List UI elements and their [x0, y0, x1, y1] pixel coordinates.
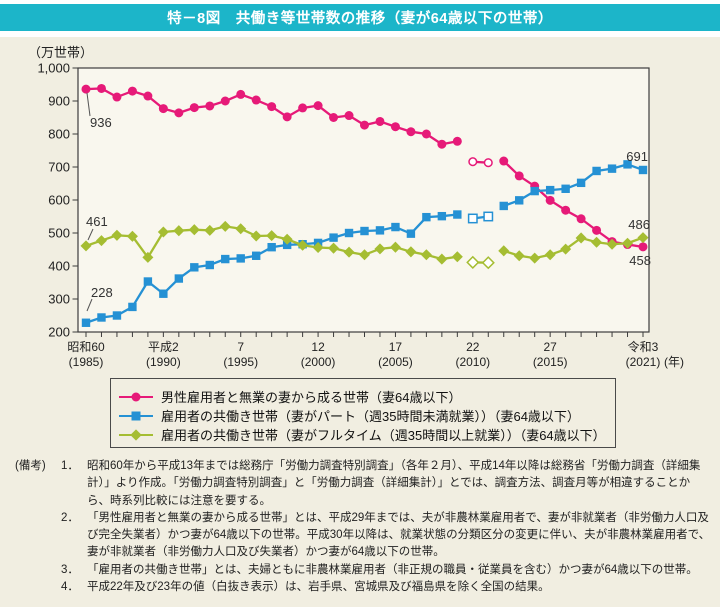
svg-text:(1990): (1990) [146, 355, 181, 369]
note-text: 「雇用者の共働き世帯」とは、夫婦ともに非農林業雇用者（非正規の職員・従業員を含む… [87, 563, 698, 576]
svg-text:(年): (年) [664, 355, 684, 369]
chart-legend: 男性雇用者と無業の妻から成る世帯（妻64歳以下） 雇用者の共働き世帯（妻がパート… [110, 378, 616, 448]
note-row: 4． 平成22年及び23年の値（白抜き表示）は、岩手県、宮城県及び福島県を除く全… [15, 579, 713, 596]
svg-text:200: 200 [48, 325, 70, 340]
legend-diamond-marker-icon [119, 428, 153, 442]
note-number: 2． [61, 511, 79, 524]
svg-text:458: 458 [629, 253, 651, 268]
svg-text:600: 600 [48, 193, 70, 208]
svg-text:(1985): (1985) [69, 355, 104, 369]
legend-square-marker-icon [119, 409, 153, 423]
legend-item: 雇用者の共働き世帯（妻がパート（週35時間未満就業））（妻64歳以下） [119, 406, 615, 425]
legend-circle-marker-icon [119, 390, 153, 404]
svg-text:(2005): (2005) [378, 355, 413, 369]
svg-text:(2021): (2021) [626, 355, 661, 369]
svg-text:12: 12 [311, 340, 325, 354]
svg-text:27: 27 [543, 340, 557, 354]
note-number: 3． [61, 563, 79, 576]
svg-text:(1995): (1995) [223, 355, 258, 369]
figure-title: 特－8図 共働き等世帯数の推移（妻が64歳以下の世帯） [167, 11, 553, 27]
svg-text:平成2: 平成2 [148, 340, 179, 354]
legend-item: 雇用者の共働き世帯（妻がフルタイム（週35時間以上就業））（妻64歳以下） [119, 425, 615, 444]
svg-text:461: 461 [86, 214, 108, 229]
svg-text:228: 228 [91, 285, 113, 300]
legend-item: 男性雇用者と無業の妻から成る世帯（妻64歳以下） [119, 387, 615, 406]
note-row: 3． 「雇用者の共働き世帯」とは、夫婦ともに非農林業雇用者（非正規の職員・従業員… [15, 562, 713, 579]
svg-text:800: 800 [48, 127, 70, 142]
legend-label: 雇用者の共働き世帯（妻がパート（週35時間未満就業））（妻64歳以下） [161, 409, 580, 424]
legend-label: 雇用者の共働き世帯（妻がフルタイム（週35時間以上就業））（妻64歳以下） [161, 428, 606, 443]
note-row: 2． 「男性雇用者と無業の妻から成る世帯」とは、平成29年までは、夫が非農林業雇… [15, 510, 713, 562]
svg-text:22: 22 [466, 340, 480, 354]
note-text: 「男性雇用者と無業の妻から成る世帯」とは、平成29年までは、夫が非農林業雇用者で… [87, 511, 711, 559]
note-row: (備考) 1． 昭和60年から平成13年までは総務庁「労働力調査特別調査」（各年… [15, 458, 713, 510]
svg-text:7: 7 [237, 340, 244, 354]
svg-text:691: 691 [626, 149, 648, 164]
note-number: 1． [61, 460, 79, 472]
note-number: 4． [61, 580, 79, 593]
svg-text:300: 300 [48, 292, 70, 307]
svg-text:486: 486 [628, 217, 650, 232]
legend-label: 男性雇用者と無業の妻から成る世帯（妻64歳以下） [161, 390, 462, 405]
svg-text:(2015): (2015) [533, 355, 568, 369]
notes-section: (備考) 1． 昭和60年から平成13年までは総務庁「労働力調査特別調査」（各年… [15, 458, 713, 596]
svg-text:令和3: 令和3 [628, 339, 659, 354]
svg-text:昭和60: 昭和60 [67, 340, 105, 354]
note-text: 昭和60年から平成13年までは総務庁「労働力調査特別調査」（各年２月）、平成14… [87, 460, 701, 507]
svg-text:（万世帯）: （万世帯） [28, 45, 93, 60]
svg-text:700: 700 [48, 160, 70, 175]
note-text: 平成22年及び23年の値（白抜き表示）は、岩手県、宮城県及び福島県を除く全国の結… [87, 580, 550, 593]
svg-text:900: 900 [48, 94, 70, 109]
svg-text:17: 17 [389, 340, 403, 354]
svg-text:1,000: 1,000 [37, 61, 70, 76]
notes-heading: (備考) [15, 460, 46, 472]
svg-text:(2010): (2010) [455, 355, 490, 369]
svg-text:400: 400 [48, 259, 70, 274]
svg-text:(2000): (2000) [301, 355, 336, 369]
svg-text:500: 500 [48, 226, 70, 241]
title-band: 特－8図 共働き等世帯数の推移（妻が64歳以下の世帯） [0, 4, 720, 31]
svg-text:936: 936 [90, 115, 112, 130]
